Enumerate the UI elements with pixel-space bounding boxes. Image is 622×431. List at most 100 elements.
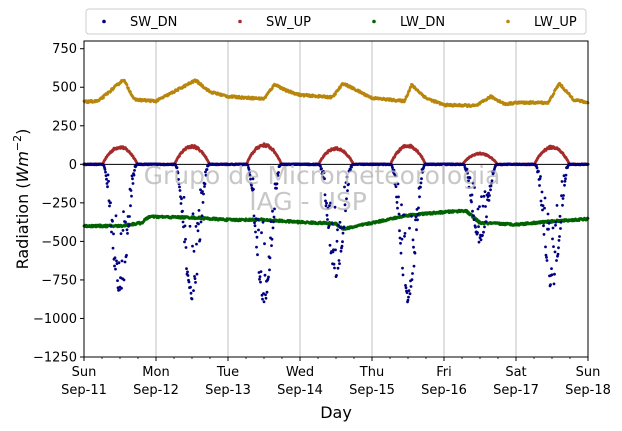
point [334,92,337,96]
point [343,185,346,189]
point [482,230,485,234]
series-group [82,78,590,304]
point [204,173,208,177]
point [261,220,265,224]
point [106,185,109,189]
point [183,85,187,89]
point [176,89,180,92]
point [181,209,184,213]
point [320,167,323,171]
point [199,188,202,192]
x-tick-date-0: Sep-11 [61,383,107,398]
point [260,231,263,235]
point [476,207,480,211]
point [564,173,568,177]
legend-marker-lw-up [506,19,510,24]
point [253,224,257,228]
point [265,290,269,294]
point [401,273,405,277]
x-tick-weekday-5: Fri [436,365,452,380]
point [195,242,198,246]
point [336,228,339,232]
point [395,201,399,204]
point [103,168,107,171]
x-tick-date-6: Sep-17 [493,383,539,398]
point [482,194,486,198]
point [561,197,565,200]
point [271,226,275,230]
point [130,194,133,198]
point [558,214,562,218]
y-axis-title-main: Radiation ( [13,182,32,269]
x-tick-weekday-6: Sat [505,365,526,380]
point [563,179,567,183]
point [553,272,556,276]
point [132,173,136,177]
legend-label-lw-up: LW_UP [534,15,577,30]
point [251,177,255,181]
point [204,170,207,174]
point [189,291,193,295]
point [539,175,542,178]
point [332,262,336,266]
x-tick-weekday-7: Sun [576,365,601,380]
point [187,280,191,284]
point [276,174,280,177]
y-tick-label-8: −1250 [33,351,77,366]
point [194,225,198,228]
point [558,235,561,238]
point [408,89,411,92]
point [414,215,418,219]
point [408,226,411,230]
point [559,220,563,224]
point [342,225,346,229]
point [397,195,400,199]
point [254,230,257,234]
point [555,259,558,262]
point [252,214,256,218]
point [339,249,343,253]
point [409,285,413,288]
point [416,212,420,216]
x-tick-weekday-3: Wed [286,365,314,380]
point [563,183,566,187]
point [180,197,183,201]
point [399,251,403,255]
legend-label-lw-dn: LW_DN [400,15,445,30]
watermark-line-1: Grupo de Micrometeorologia [144,161,501,190]
point [487,191,490,195]
point [114,267,117,271]
point [107,179,110,183]
point [403,232,407,235]
point [326,206,330,210]
point [541,204,545,208]
point [403,100,406,103]
point [129,204,132,208]
point [125,83,129,87]
point [177,182,181,186]
point [192,249,196,253]
point [332,248,335,252]
point [478,205,481,209]
point [108,204,111,208]
point [333,205,337,209]
point [123,260,127,264]
point [259,280,262,284]
point [339,226,342,230]
point [484,205,487,208]
y-tick-label-7: −1000 [33,312,77,327]
point [547,227,550,231]
point [262,300,266,304]
point [540,190,544,194]
point [127,86,130,90]
point [270,237,274,241]
y-axis-title: Radiation (Wm−2) [11,129,32,270]
point [203,185,206,188]
point [176,171,180,175]
point [488,194,491,197]
point [131,177,134,181]
point [335,274,338,277]
point [270,244,273,248]
point [250,184,253,187]
y-axis-title-unit: Wm [13,151,32,182]
